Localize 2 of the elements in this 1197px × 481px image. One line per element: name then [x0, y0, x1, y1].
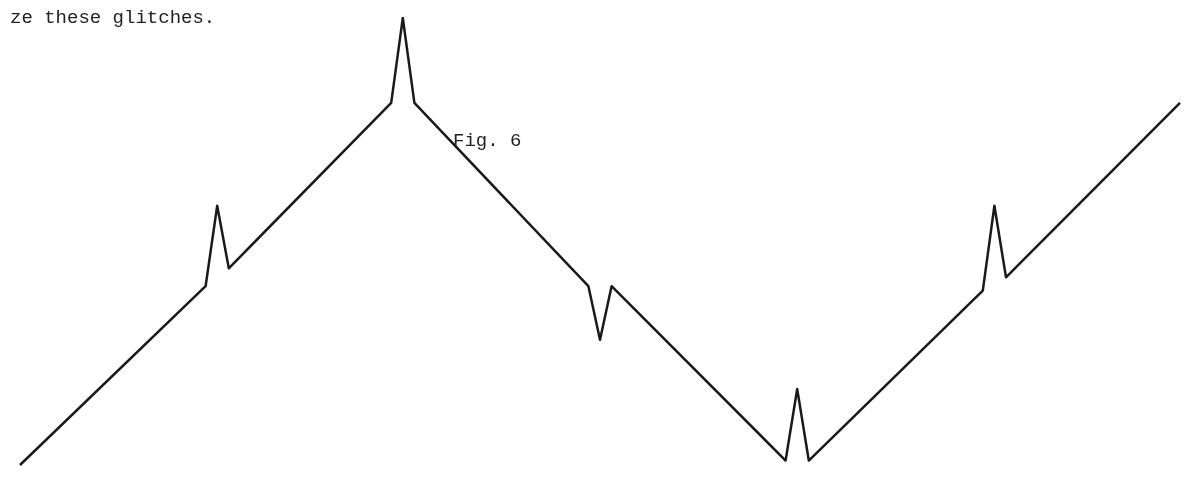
- text: Fig. 6: [453, 129, 522, 152]
- annotation: ze these glitches.: [10, 6, 216, 29]
